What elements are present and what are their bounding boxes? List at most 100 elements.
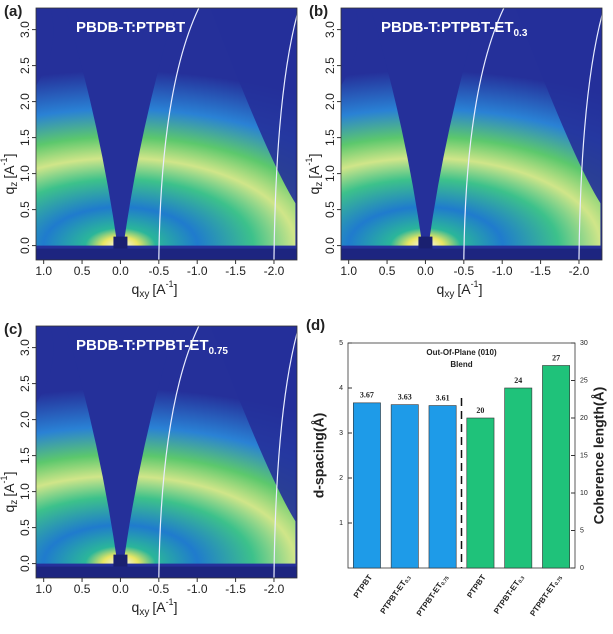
- x-tick-label: 0.0: [112, 264, 129, 278]
- y-axis-label: d-spacing(Å): [311, 413, 327, 499]
- y-tick-label: 2.0: [323, 93, 337, 110]
- x-tick-label: PTPBT-ET0.3: [379, 573, 414, 616]
- panel-label: (a): [4, 3, 22, 20]
- ylabel-symbol: q: [1, 187, 17, 195]
- y-tick-label: 2.5: [18, 375, 32, 392]
- title-main: PBDB-T:PTPBT: [76, 19, 185, 36]
- x-tick-label: 0.5: [74, 264, 91, 278]
- ylabel-sup: -1: [0, 475, 9, 483]
- ylabel-close: ]: [1, 154, 17, 158]
- category: PTPBT-ET: [528, 581, 558, 618]
- title-main: PBDB-T:PTPBT-ET: [381, 19, 514, 36]
- category: PTPBT-ET: [415, 581, 445, 618]
- x-tick-label: -0.5: [148, 264, 169, 278]
- plot-frame: [340, 7, 603, 261]
- x-tick-label: 1.0: [35, 582, 52, 596]
- xlabel-label: qxy [A-1]: [132, 279, 178, 299]
- gap-line: [273, 13, 297, 260]
- x-tick-label: PTPBT-ET0.75: [528, 573, 564, 619]
- ylabel-symbol: q: [306, 187, 322, 195]
- dark-outer: [210, 326, 297, 524]
- ylabel-sub: z: [9, 182, 20, 187]
- x-tick-label: PTPBT: [352, 573, 374, 600]
- y-tick-label: 0.5: [323, 201, 337, 218]
- annotation: Out-Of-Plane (010): [426, 348, 497, 357]
- x-tick-label: 0.0: [417, 264, 434, 278]
- y-tick-label: 1.5: [323, 129, 337, 146]
- beamstop: [418, 236, 433, 249]
- y-tick-label: 3: [339, 430, 343, 437]
- y-tick-label: 2: [339, 475, 343, 482]
- ylabel-label: qz [A-1]: [304, 154, 324, 195]
- xlabel-close: ]: [174, 599, 178, 615]
- title-sub: 0.3: [514, 28, 528, 39]
- y-tick-label: 1.0: [18, 483, 32, 500]
- value-label: 3.67: [360, 391, 374, 400]
- x-tick-label: -0.5: [453, 264, 474, 278]
- ylabel-unit: [A: [1, 165, 17, 179]
- xlabel-label: qxy [A-1]: [437, 279, 483, 299]
- x-tick-label: -1.5: [225, 264, 246, 278]
- x-tick-label: 0.5: [74, 582, 91, 596]
- panel-label: (b): [309, 3, 328, 20]
- beamstop: [113, 236, 128, 249]
- bottom-band: [36, 248, 297, 260]
- bar: [542, 365, 571, 569]
- gap-line: [273, 331, 297, 578]
- category: PTPBT: [352, 573, 374, 600]
- y-tick-label: 1.5: [18, 447, 32, 464]
- ylabel-label: qz [A-1]: [0, 472, 20, 513]
- xlabel-sup: -1: [166, 279, 174, 289]
- x-tick-label: -1.5: [225, 582, 246, 596]
- x-tick-label: -1.0: [492, 264, 513, 278]
- xlabel-symbol: q: [132, 599, 140, 615]
- plot-frame: [35, 325, 298, 579]
- value-label: 20: [476, 406, 484, 415]
- y-tick-label: 2.5: [323, 57, 337, 74]
- x-tick-label: -2.0: [264, 264, 285, 278]
- y2-tick-label: 25: [580, 377, 588, 384]
- gap-line: [158, 8, 200, 260]
- heatmap-image: [36, 8, 297, 260]
- y-tick-label: 2.0: [18, 411, 32, 428]
- ylabel-close: ]: [1, 472, 17, 476]
- missing-wedge: [65, 326, 176, 564]
- bottom-band: [341, 248, 602, 260]
- y-tick-label: 1.5: [18, 129, 32, 146]
- missing-wedge: [370, 8, 481, 246]
- y2-tick-label: 10: [580, 490, 588, 497]
- dark-outer: [36, 326, 54, 404]
- y2-tick-label: 5: [580, 527, 584, 534]
- category-sub: 0.3: [518, 575, 527, 584]
- x-tick-label: 0.0: [112, 582, 129, 596]
- xlabel-sub: xy: [444, 289, 454, 300]
- y-tick-label: 5: [339, 340, 343, 347]
- panel-label: (c): [4, 321, 22, 338]
- ylabel-sup: -1: [0, 157, 9, 165]
- x-tick-label: PTPBT-ET0.75: [415, 573, 451, 619]
- y2-axis-label: Coherence length(Å): [591, 387, 607, 525]
- xlabel-unit: [A: [152, 281, 166, 297]
- xlabel-sup: -1: [166, 597, 174, 607]
- category: PTPBT-ET: [492, 579, 522, 616]
- xlabel-symbol: q: [132, 281, 140, 297]
- value-label: 3.63: [398, 392, 412, 401]
- y-tick-label: 3.0: [323, 21, 337, 38]
- y-tick-label: 0.0: [18, 555, 32, 572]
- y-tick-label: 0.5: [18, 201, 32, 218]
- bar: [504, 387, 533, 569]
- gap-line: [158, 326, 200, 578]
- title-main: PBDB-T:PTPBT-ET: [76, 337, 209, 354]
- gap-line: [463, 8, 505, 260]
- bar: [428, 405, 457, 569]
- x-tick-label: -1.0: [187, 582, 208, 596]
- xlabel-sub: xy: [139, 289, 149, 300]
- y-tick-label: 4: [339, 385, 343, 392]
- category-sub: 0.75: [554, 575, 565, 587]
- missing-wedge: [65, 8, 176, 246]
- ylabel-symbol: q: [1, 505, 17, 513]
- y-tick-label: 1.0: [18, 165, 32, 182]
- x-tick-label: 1.0: [340, 264, 357, 278]
- ylabel-unit: [A: [306, 165, 322, 179]
